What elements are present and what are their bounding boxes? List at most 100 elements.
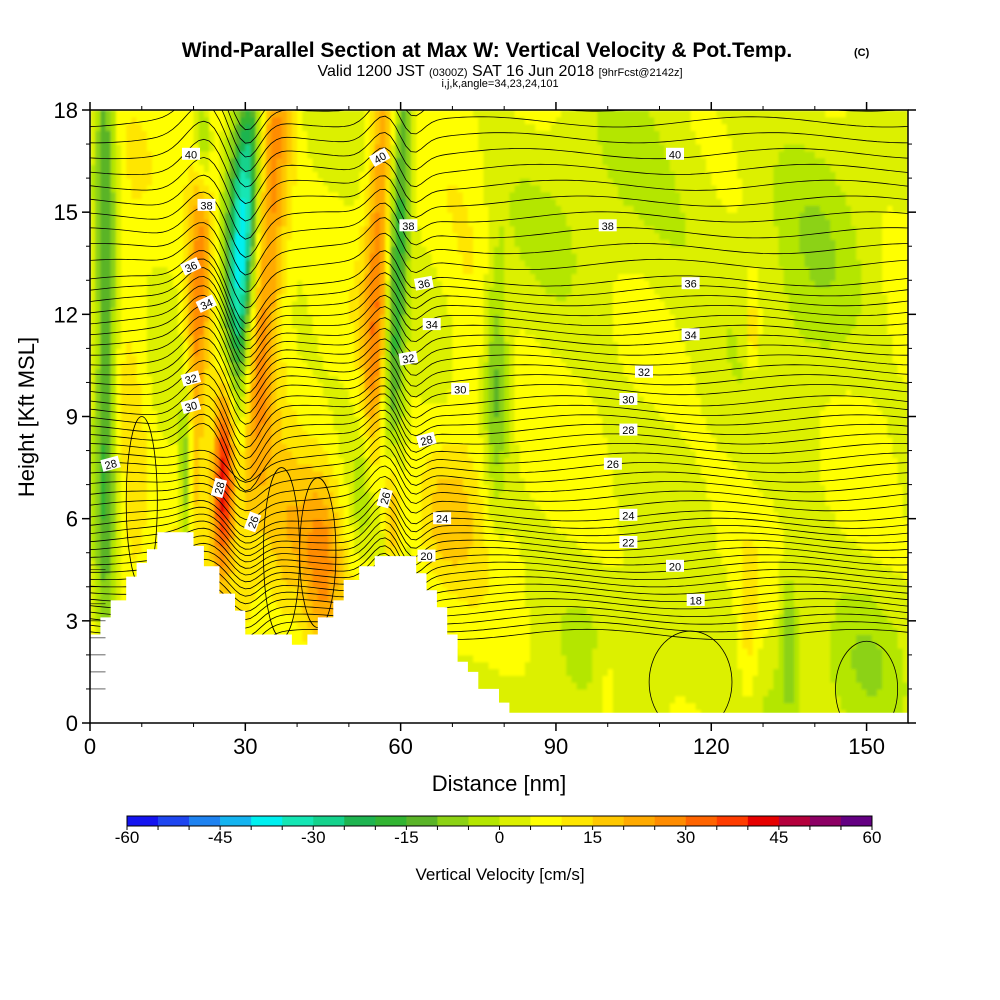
velocity-cell <box>121 328 148 336</box>
velocity-cell <box>706 491 764 499</box>
velocity-cell <box>266 471 324 479</box>
velocity-cell <box>90 157 96 166</box>
velocity-cell <box>105 443 112 452</box>
velocity-cell <box>395 178 407 186</box>
velocity-cell <box>214 144 221 152</box>
velocity-cell <box>90 266 96 275</box>
contour-label-bg <box>398 350 419 366</box>
velocity-cell <box>90 348 96 356</box>
velocity-cell <box>209 123 226 131</box>
velocity-cell <box>110 362 117 370</box>
velocity-cell <box>255 116 262 125</box>
velocity-cell <box>483 423 490 431</box>
velocity-cell <box>742 539 754 547</box>
velocity-cell <box>436 477 464 486</box>
velocity-cell <box>395 348 402 356</box>
velocity-cell <box>291 402 329 411</box>
subtitle-date: SAT 16 Jun 2018 <box>472 63 594 80</box>
velocity-cell <box>203 287 210 295</box>
velocity-cell <box>121 518 127 527</box>
velocity-cell <box>421 477 438 486</box>
velocity-cell <box>110 348 117 356</box>
velocity-cell <box>100 573 107 581</box>
velocity-cell <box>235 307 241 315</box>
velocity-cell <box>198 491 210 499</box>
velocity-cell <box>374 321 381 329</box>
velocity-cell <box>457 232 474 240</box>
velocity-cell <box>235 423 246 431</box>
velocity-cell <box>778 607 785 615</box>
velocity-cell <box>405 464 428 472</box>
velocity-cell <box>752 682 774 690</box>
velocity-cell <box>509 443 521 452</box>
velocity-cell <box>845 110 908 118</box>
velocity-cell <box>121 184 133 193</box>
velocity-cell <box>100 539 112 547</box>
velocity-cell <box>524 116 557 125</box>
velocity-cell <box>882 246 908 254</box>
velocity-cell <box>90 477 96 486</box>
velocity-cell <box>141 402 153 411</box>
velocity-cell <box>400 259 407 268</box>
velocity-cell <box>773 178 837 186</box>
velocity-cell <box>483 498 490 506</box>
velocity-cell <box>726 341 738 349</box>
velocity-cell <box>276 389 288 397</box>
velocity-cell <box>100 607 112 615</box>
velocity-cell <box>612 300 666 309</box>
velocity-cell <box>328 484 340 492</box>
velocity-cell <box>400 280 407 288</box>
velocity-cell <box>115 150 122 159</box>
velocity-cell <box>193 341 200 349</box>
velocity-cell <box>183 491 189 499</box>
velocity-cell <box>566 661 593 670</box>
velocity-cell <box>799 675 831 683</box>
velocity-cell <box>488 484 495 492</box>
velocity-cell <box>260 205 267 213</box>
velocity-cell <box>188 328 195 336</box>
velocity-cell <box>354 334 360 343</box>
velocity-cell <box>364 150 371 159</box>
velocity-cell <box>747 648 754 656</box>
velocity-cell <box>540 184 619 193</box>
theta-contour <box>90 521 908 563</box>
velocity-cell <box>379 225 386 234</box>
velocity-cell <box>271 382 277 390</box>
velocity-cell <box>488 232 500 240</box>
velocity-cell <box>271 409 283 418</box>
velocity-cell <box>297 144 309 152</box>
velocity-cell <box>442 695 604 704</box>
velocity-cell <box>742 368 899 377</box>
velocity-cell <box>333 566 340 574</box>
velocity-cell <box>105 116 112 125</box>
velocity-cell <box>452 348 485 356</box>
velocity-cell <box>493 396 500 404</box>
velocity-cell <box>214 532 221 540</box>
velocity-cell <box>126 471 148 479</box>
velocity-cell <box>825 484 904 492</box>
velocity-cell <box>773 212 800 220</box>
velocity-cell <box>235 212 241 220</box>
velocity-cell <box>312 600 334 608</box>
velocity-cell <box>95 545 101 554</box>
velocity-cell <box>390 348 397 356</box>
velocity-cell <box>602 675 614 683</box>
velocity-cell <box>788 300 862 309</box>
velocity-cell <box>488 464 505 472</box>
velocity-cell <box>90 457 96 465</box>
velocity-cell <box>224 525 231 533</box>
velocity-cell <box>193 389 200 397</box>
velocity-cell <box>240 219 246 227</box>
velocity-cell <box>783 648 795 656</box>
velocity-cell <box>587 389 640 397</box>
velocity-cell <box>550 123 598 131</box>
velocity-cell <box>411 144 417 152</box>
velocity-cell <box>882 409 908 418</box>
velocity-cell <box>281 164 288 172</box>
velocity-cell <box>235 450 246 458</box>
velocity-cell <box>348 293 360 302</box>
velocity-cell <box>229 232 236 240</box>
theta-contour <box>90 537 908 576</box>
colorbar-swatch <box>313 816 345 826</box>
velocity-cell <box>405 253 412 261</box>
